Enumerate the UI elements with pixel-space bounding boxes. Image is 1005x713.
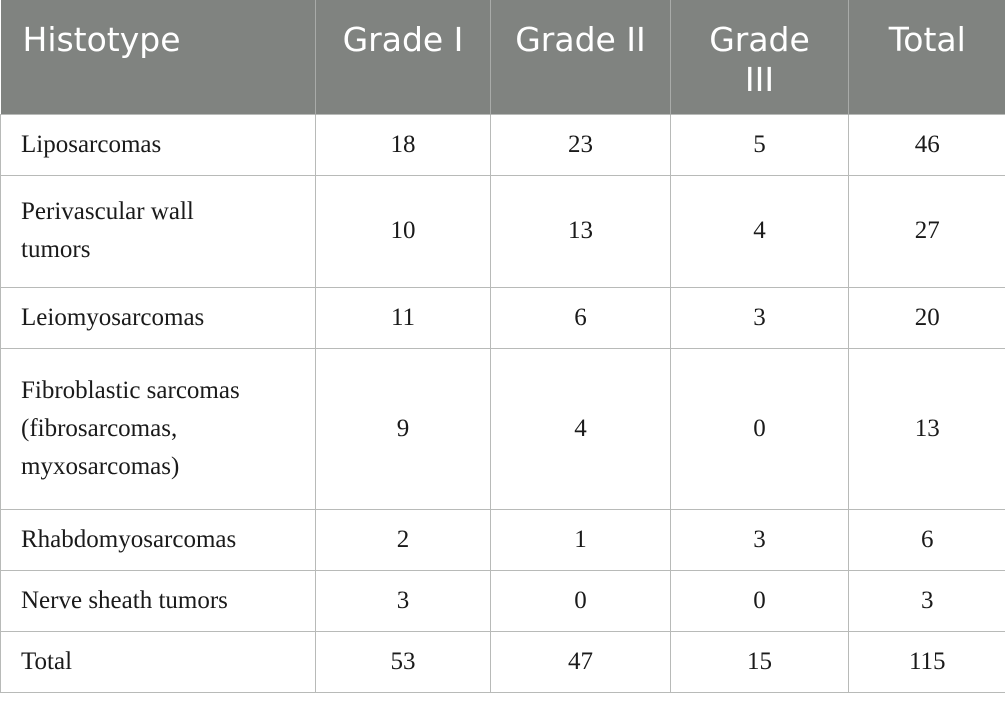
table-row: Perivascular wall tumors 10 13 4 27 — [0, 174, 1005, 288]
grade-ii-cell: 4 — [490, 347, 671, 510]
histotype-cell: Leiomyosarcomas — [0, 286, 316, 349]
grade-ii-cell: 6 — [490, 286, 671, 349]
header-histotype: Histotype — [0, 0, 316, 114]
total-cell: 13 — [848, 347, 1005, 510]
total-cell: 3 — [848, 569, 1005, 632]
header-grade-iii: Grade III — [670, 0, 849, 114]
table-header: Histotype Grade I Grade II Grade III Tot… — [0, 0, 1005, 114]
grade-iii-cell: 3 — [670, 286, 849, 349]
grade-ii-cell: 0 — [490, 569, 671, 632]
histotype-cell: Rhabdomyosarcomas — [0, 508, 316, 571]
total-cell: 46 — [848, 113, 1005, 176]
histotype-grade-table: Histotype Grade I Grade II Grade III Tot… — [0, 0, 1005, 693]
grade-i-cell: 10 — [315, 174, 491, 288]
grade-iii-cell: 0 — [670, 347, 849, 510]
table-row: Fibroblastic sarcomas (fibrosarcomas, my… — [0, 347, 1005, 510]
table-row: Rhabdomyosarcomas 2 1 3 6 — [0, 508, 1005, 571]
grade-ii-cell: 13 — [490, 174, 671, 288]
grade-iii-cell: 5 — [670, 113, 849, 176]
grade-i-cell: 53 — [315, 630, 491, 693]
table-body: Liposarcomas 18 23 5 46 Perivascular wal… — [0, 113, 1005, 693]
grade-ii-cell: 23 — [490, 113, 671, 176]
histotype-cell: Perivascular wall tumors — [0, 174, 316, 288]
total-cell: 27 — [848, 174, 1005, 288]
grade-iii-cell: 15 — [670, 630, 849, 693]
histotype-cell: Fibroblastic sarcomas (fibrosarcomas, my… — [0, 347, 316, 510]
table-row: Liposarcomas 18 23 5 46 — [0, 113, 1005, 176]
grade-i-cell: 18 — [315, 113, 491, 176]
grade-i-cell: 3 — [315, 569, 491, 632]
histotype-cell: Nerve sheath tumors — [0, 569, 316, 632]
grade-ii-cell: 1 — [490, 508, 671, 571]
total-cell: 20 — [848, 286, 1005, 349]
grade-i-cell: 11 — [315, 286, 491, 349]
table-row: Leiomyosarcomas 11 6 3 20 — [0, 286, 1005, 349]
grade-iii-cell: 0 — [670, 569, 849, 632]
grade-ii-cell: 47 — [490, 630, 671, 693]
histotype-cell: Liposarcomas — [0, 113, 316, 176]
table-row: Nerve sheath tumors 3 0 0 3 — [0, 569, 1005, 632]
total-cell: 6 — [848, 508, 1005, 571]
header-grade-i: Grade I — [315, 0, 491, 114]
grade-iii-cell: 4 — [670, 174, 849, 288]
header-grade-ii: Grade II — [490, 0, 671, 114]
histotype-cell: Total — [0, 630, 316, 693]
table-row-total: Total 53 47 15 115 — [0, 630, 1005, 693]
header-total: Total — [848, 0, 1005, 114]
grade-i-cell: 9 — [315, 347, 491, 510]
total-cell: 115 — [848, 630, 1005, 693]
grade-iii-cell: 3 — [670, 508, 849, 571]
grade-i-cell: 2 — [315, 508, 491, 571]
header-row: Histotype Grade I Grade II Grade III Tot… — [0, 0, 1005, 114]
